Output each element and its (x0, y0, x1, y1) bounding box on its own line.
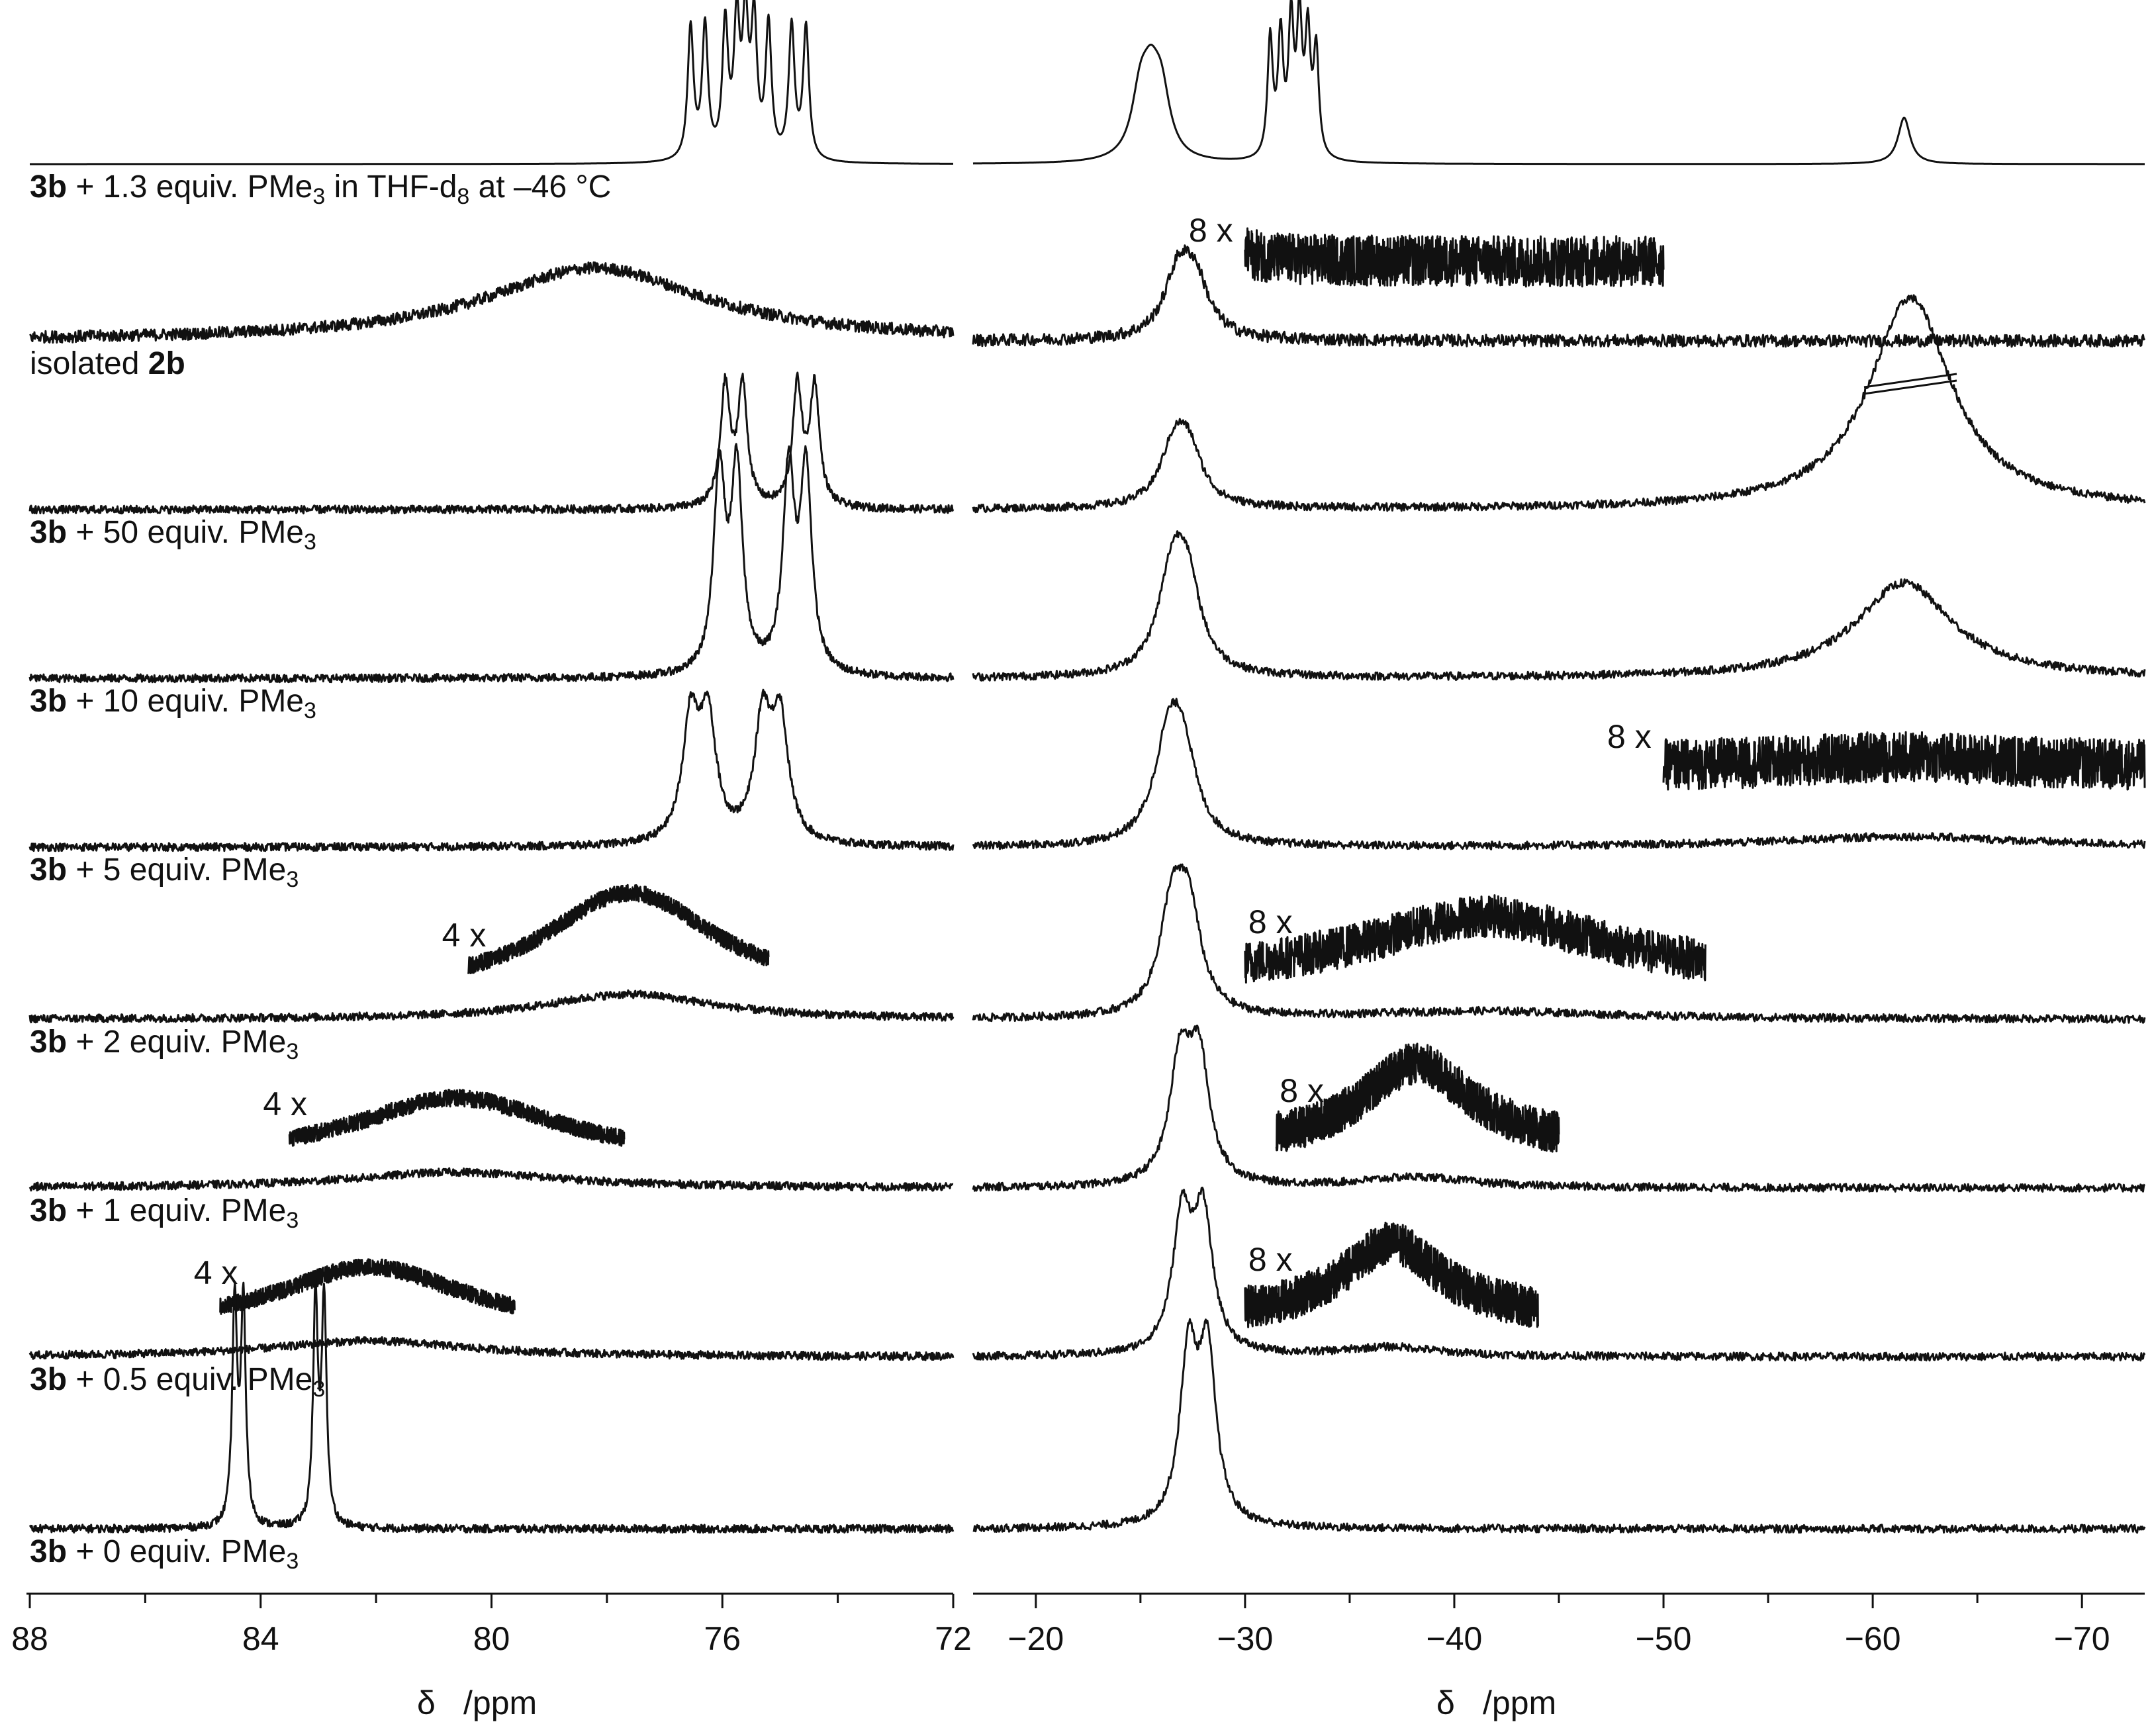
right-inset-trace-5 (1244, 894, 1707, 984)
right-trace-7 (972, 1187, 2146, 1362)
left-trace-8 (28, 1277, 955, 1534)
left-trace-6 (28, 1167, 954, 1192)
left-trace-7 (28, 1336, 955, 1361)
spectrum-label-3: 3b + 10 equiv. PMe3 (30, 684, 316, 723)
tick-label-0-2: 80 (473, 1620, 510, 1657)
right-inset-trace-6 (1275, 1042, 1560, 1153)
tick-label-1-3: −50 (1636, 1620, 1692, 1657)
right-inset-trace-4 (1662, 731, 2146, 791)
left-trace-1 (29, 261, 955, 344)
left-axis-unit: /ppm (463, 1684, 537, 1721)
tick-label-1-4: −60 (1845, 1620, 1901, 1657)
right-trace-4 (972, 698, 2146, 850)
spectra-traces (28, 0, 2146, 1534)
right-inset-trace-7 (1244, 1221, 1539, 1328)
left-inset-trace-6 (288, 1089, 626, 1147)
right-axis-unit: /ppm (1483, 1684, 1556, 1721)
right-axis-delta: δ (1436, 1684, 1455, 1721)
right-trace-6 (972, 1025, 2146, 1193)
left-axis-delta: δ (417, 1684, 436, 1721)
tick-label-1-1: −30 (1217, 1620, 1273, 1657)
left-trace-4 (28, 688, 955, 852)
spectrum-label-2: 3b + 50 equiv. PMe3 (30, 515, 316, 555)
left-magnification-label-6: 4 x (263, 1085, 307, 1122)
tick-label-0-1: 84 (242, 1620, 279, 1657)
tick-label-0-0: 88 (11, 1620, 48, 1657)
right-trace-8 (972, 1318, 2146, 1534)
left-magnification-label-7: 4 x (194, 1254, 238, 1291)
magnification-label-1: 8 x (1189, 212, 1233, 249)
tick-label-0-3: 76 (704, 1620, 741, 1657)
right-magnification-label-5: 8 x (1248, 903, 1293, 940)
spectrum-label-6: 3b + 1 equiv. PMe3 (30, 1193, 299, 1233)
right-magnification-label-7: 8 x (1248, 1241, 1293, 1278)
left-trace-5 (28, 989, 955, 1024)
axes: 88 84 80 76 72 −20 −30 −40 −50 −60 −70 (11, 1592, 2145, 1657)
right-inset-trace-1 (1244, 227, 1665, 288)
spectrum-label-1: isolated 2b (30, 346, 185, 381)
right-trace-3 (972, 530, 2146, 682)
truncation-mark-1 (1863, 379, 1957, 395)
right-trace-2 (972, 294, 2146, 514)
spectrum-labels: 3b + 1.3 equiv. PMe3 in THF-d8 at –46 °C… (30, 169, 1652, 1574)
spectrum-label-4: 3b + 5 equiv. PMe3 (30, 852, 299, 892)
spectrum-label-8: 3b + 0 equiv. PMe3 (30, 1534, 299, 1574)
tick-label-1-5: −70 (2054, 1620, 2110, 1657)
truncation-mark-0 (1863, 373, 1957, 388)
right-trace-1 (972, 244, 2146, 348)
left-magnification-label-5: 4 x (442, 917, 487, 954)
left-inset-trace-7 (219, 1258, 516, 1315)
tick-label-1-2: −40 (1427, 1620, 1483, 1657)
tick-label-1-0: −20 (1007, 1620, 1064, 1657)
right-trace-5 (972, 863, 2146, 1024)
tick-label-0-4: 72 (935, 1620, 972, 1657)
left-trace-3 (28, 443, 955, 684)
spectrum-label-0: 3b + 1.3 equiv. PMe3 in THF-d8 at –46 °C (30, 169, 611, 209)
spectrum-label-5: 3b + 2 equiv. PMe3 (30, 1025, 299, 1064)
left-trace-2 (28, 371, 955, 515)
right-trace-0 (972, 0, 2145, 165)
right-magnification-label-6: 8 x (1280, 1072, 1324, 1109)
left-trace-0 (29, 0, 954, 165)
spectrum-label-7: 3b + 0.5 equiv. PMe3 (30, 1362, 325, 1402)
left-inset-trace-5 (467, 884, 770, 974)
magnification-label-4: 8 x (1607, 718, 1652, 755)
